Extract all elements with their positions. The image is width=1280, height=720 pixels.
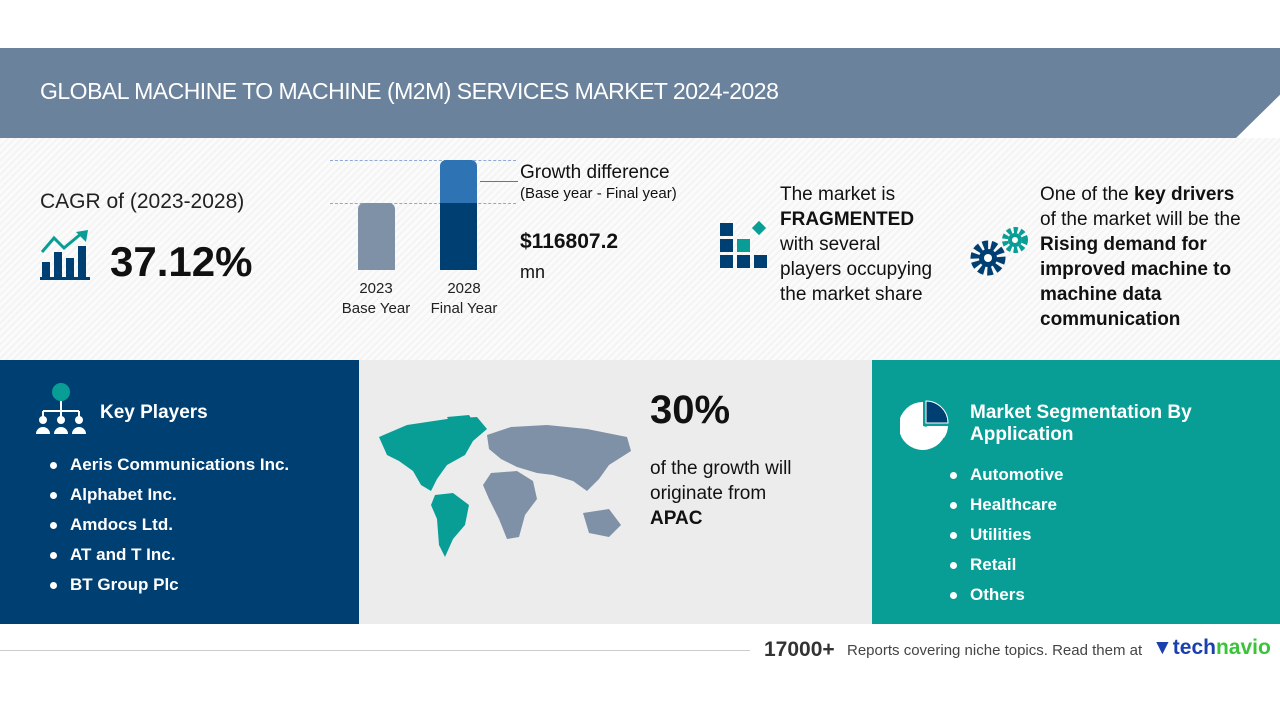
- list-item: Others: [950, 585, 1064, 615]
- region-percent: 30%: [650, 388, 731, 432]
- growth-label: Growth difference: [520, 162, 670, 183]
- segmentation-list: Automotive Healthcare Utilities Retail O…: [950, 465, 1064, 615]
- list-item: Healthcare: [950, 495, 1064, 525]
- segmentation-title: Market Segmentation By Application: [970, 402, 1192, 445]
- gears-icon: [970, 227, 1028, 276]
- key-players-title: Key Players: [100, 402, 208, 423]
- logo-mark-icon: ▼: [1152, 636, 1173, 659]
- list-item: Retail: [950, 555, 1064, 585]
- final-year: 2028: [447, 280, 481, 297]
- list-item: BT Group Plc: [50, 575, 289, 605]
- header-banner: GLOBAL MACHINE TO MACHINE (M2M) SERVICES…: [0, 48, 1280, 138]
- list-item: Automotive: [950, 465, 1064, 495]
- region-text: of the growth will originate from APAC: [650, 458, 792, 529]
- footer-text: Reports covering niche topics. Read them…: [847, 642, 1143, 659]
- growth-sub: (Base year - Final year): [520, 185, 677, 202]
- arrow-icon: [480, 181, 518, 182]
- list-item: Aeris Communications Inc.: [50, 455, 289, 485]
- cagr-value: 37.12%: [110, 238, 253, 285]
- growth-value: $116807.2: [520, 230, 619, 253]
- list-item: Utilities: [950, 525, 1064, 555]
- base-year-label: Base Year: [341, 300, 411, 317]
- cagr-label: CAGR of (2023-2028): [40, 190, 245, 213]
- world-map-icon: [379, 415, 631, 557]
- list-item: Amdocs Ltd.: [50, 515, 289, 545]
- summary-section: CAGR of (2023-2028) 37.12% 2023 Base Yea…: [0, 138, 1280, 360]
- growth-bar-segment: [440, 160, 477, 203]
- base-year-bar: [358, 203, 395, 270]
- growth-unit: mn: [520, 262, 546, 282]
- base-level-line: [330, 203, 516, 204]
- list-item: Alphabet Inc.: [50, 485, 289, 515]
- final-year-label: Final Year: [430, 300, 498, 317]
- network-people-icon: [36, 383, 86, 434]
- footer-divider: [0, 650, 750, 651]
- report-count: 17000+: [764, 638, 835, 661]
- key-players-list: Aeris Communications Inc. Alphabet Inc. …: [50, 455, 289, 605]
- fragmented-text: The market is FRAGMENTED with several pl…: [780, 184, 933, 305]
- blocks-icon: [720, 220, 767, 268]
- technavio-logo[interactable]: ▼technavio: [1152, 636, 1271, 659]
- region-panel: 30% of the growth will originate from AP…: [359, 360, 872, 624]
- list-item: AT and T Inc.: [50, 545, 289, 575]
- key-players-panel: Key Players Aeris Communications Inc. Al…: [0, 360, 359, 624]
- drivers-text: One of the key drivers of the market wil…: [1040, 184, 1241, 330]
- page-title: GLOBAL MACHINE TO MACHINE (M2M) SERVICES…: [40, 78, 779, 104]
- pie-chart-icon: [900, 400, 949, 450]
- base-year: 2023: [359, 280, 393, 297]
- final-year-bar: [440, 203, 477, 270]
- growth-chart-icon: [40, 230, 90, 280]
- final-level-line: [330, 160, 516, 161]
- segmentation-panel: Market Segmentation By Application Autom…: [872, 360, 1280, 624]
